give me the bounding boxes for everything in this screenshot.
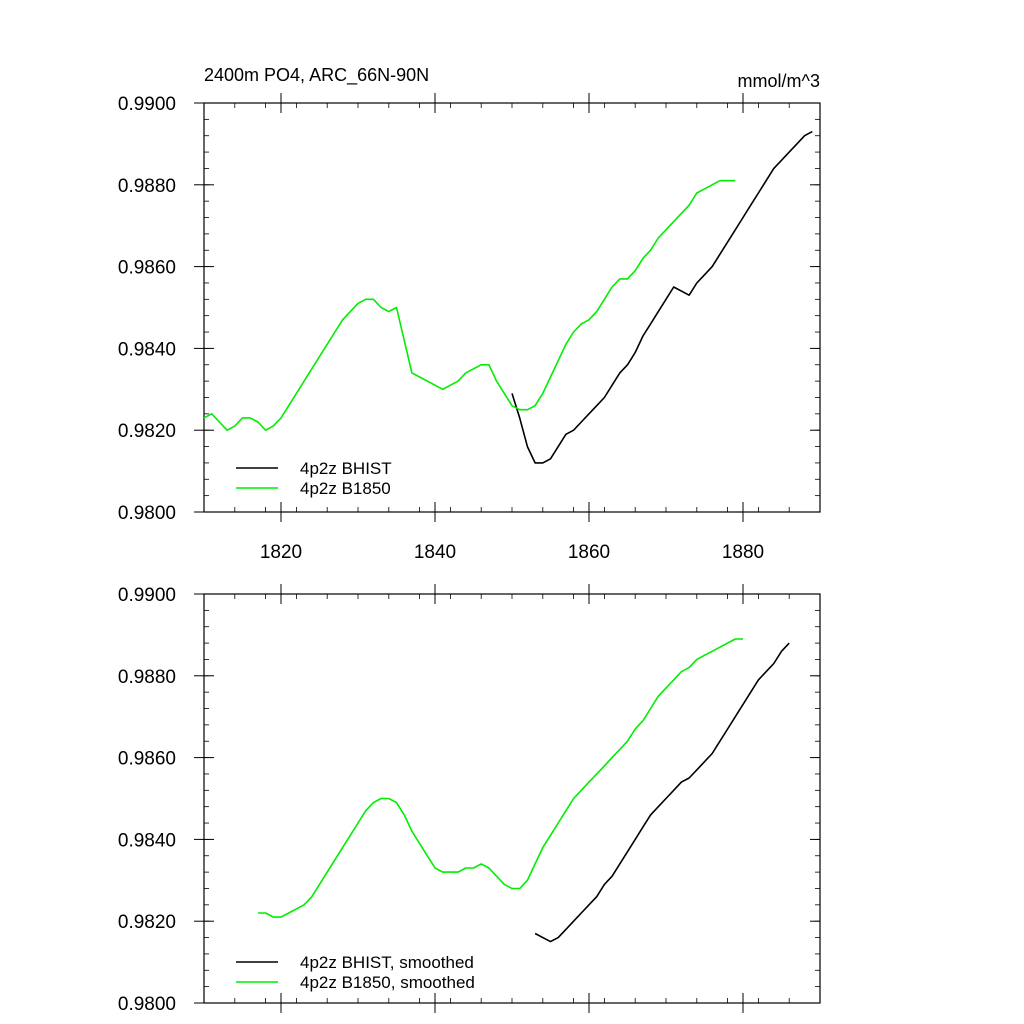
y-tick-label: 0.9840: [118, 339, 176, 360]
x-tick-label: 1820: [260, 542, 302, 563]
y-tick-label: 0.9900: [118, 94, 176, 115]
x-tick-label: 1880: [722, 542, 764, 563]
units-label: mmol/m^3: [738, 71, 820, 91]
chart-title: 2400m PO4, ARC_66N-90N: [204, 65, 429, 86]
series-line: [203, 179, 736, 431]
x-tick-label: 1840: [414, 542, 456, 563]
legend-label: 4p2z BHIST: [300, 459, 392, 478]
y-tick-label: 0.9820: [118, 421, 176, 442]
y-tick-label: 0.9860: [118, 749, 176, 770]
plot-frame: [203, 593, 821, 1004]
plot-frame: [203, 102, 821, 513]
legend-label: 4p2z B1850: [300, 479, 391, 498]
y-tick-label: 0.9860: [118, 258, 176, 279]
y-tick-label: 0.9800: [118, 503, 176, 524]
y-tick-label: 0.9900: [118, 585, 176, 606]
smoothed-plot-panel: 0.9800 0.9820 0.9840 0.9860 0.9880 0.9900 4p2z…: [118, 584, 821, 1015]
legend-label: 4p2z B1850, smoothed: [300, 973, 475, 992]
y-tick-label: 0.9800: [118, 994, 176, 1015]
y-tick-label: 0.9840: [118, 830, 176, 851]
legend-label: 4p2z BHIST, smoothed: [300, 953, 474, 972]
y-tick-label: 0.9880: [118, 176, 176, 197]
y-tick-label: 0.9880: [118, 667, 176, 688]
x-tick-label: 1860: [568, 542, 610, 563]
series-line: [511, 130, 813, 464]
y-tick-label: 0.9820: [118, 912, 176, 933]
series-line: [534, 642, 790, 943]
series-line: [257, 638, 743, 918]
raw-plot-panel: 0.9800 0.9820 0.9840 0.9860 0.9880 0.9900 1820…: [118, 93, 821, 563]
